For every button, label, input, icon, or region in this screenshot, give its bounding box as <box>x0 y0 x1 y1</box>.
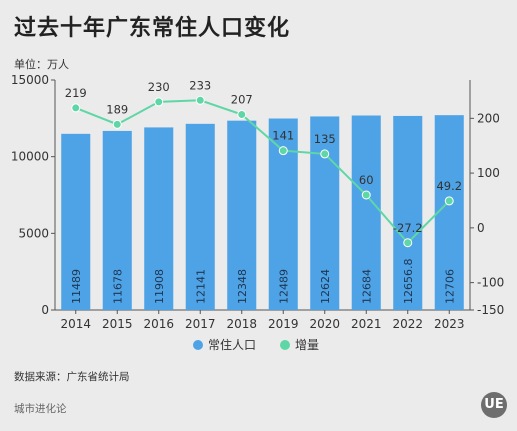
y-right-tick-label: 100 <box>477 166 500 180</box>
point-value-label: 207 <box>231 93 253 107</box>
y-left-tick-label: 0 <box>41 303 49 317</box>
bar-value-label: 12489 <box>277 269 290 304</box>
bar-value-label: 12141 <box>194 269 207 304</box>
x-tick-label: 2018 <box>226 317 257 331</box>
bar-value-label: 12656.8 <box>402 259 415 305</box>
bar-population <box>144 127 174 310</box>
unit-label: 单位：万人 <box>14 58 69 71</box>
point-increment <box>320 149 330 159</box>
point-value-label: 141 <box>272 129 294 143</box>
x-tick-label: 2015 <box>102 317 133 331</box>
y-left-tick-label: 5000 <box>18 226 49 240</box>
y-right-tick-label: -100 <box>477 276 504 290</box>
x-tick-label: 2022 <box>392 317 423 331</box>
y-right-tick-label: 0 <box>477 221 485 235</box>
bar-population <box>351 115 381 311</box>
x-tick-label: 2016 <box>143 317 174 331</box>
point-value-label: 49.2 <box>436 179 462 193</box>
legend-label-increment: 增量 <box>295 338 320 352</box>
bar-population <box>393 115 423 310</box>
point-increment <box>237 110 247 119</box>
brand-name: 城市进化论 <box>14 403 67 415</box>
x-tick-label: 2020 <box>309 317 340 331</box>
y-right-tick-label: 200 <box>477 111 500 125</box>
point-value-label: -27.2 <box>393 221 423 235</box>
point-increment <box>444 196 454 206</box>
y-left-tick-label: 15000 <box>11 73 49 87</box>
point-increment <box>112 119 122 129</box>
bar-population <box>61 133 91 310</box>
legend-swatch-increment <box>280 339 290 350</box>
point-value-label: 135 <box>314 132 336 146</box>
point-value-label: 189 <box>106 102 128 116</box>
point-increment <box>154 97 164 107</box>
x-tick-label: 2023 <box>434 317 465 331</box>
source-note: 数据来源：广东省统计局 <box>14 371 130 383</box>
x-tick-label: 2017 <box>185 317 216 331</box>
point-value-label: 230 <box>148 80 170 94</box>
point-increment <box>361 190 371 200</box>
y-left-tick-label: 10000 <box>11 150 49 164</box>
bar-value-label: 12706 <box>443 269 456 304</box>
bar-value-label: 11489 <box>70 269 83 304</box>
legend-swatch-population <box>193 339 203 350</box>
point-increment <box>71 103 81 113</box>
point-increment <box>195 95 205 105</box>
point-increment <box>403 238 413 248</box>
point-value-label: 219 <box>65 86 87 100</box>
chart-title: 过去十年广东常住人口变化 <box>14 16 291 41</box>
bar-population <box>227 120 257 310</box>
point-value-label: 233 <box>189 78 211 92</box>
point-value-label: 60 <box>359 173 374 187</box>
bar-population <box>102 130 132 310</box>
bar-population <box>434 115 464 310</box>
legend-item-population: 常住人口 <box>193 336 256 353</box>
line-increment <box>75 99 450 245</box>
bar-population <box>310 116 340 310</box>
bar-value-label: 12624 <box>319 269 332 304</box>
bar-value-label: 11908 <box>153 269 166 304</box>
bar-population <box>185 123 215 310</box>
bar-value-label: 11678 <box>111 269 124 304</box>
bar-value-label: 12348 <box>236 269 249 304</box>
brand-logo: UE <box>481 392 507 418</box>
point-increment <box>278 146 288 156</box>
x-tick-label: 2021 <box>351 317 382 331</box>
x-tick-label: 2014 <box>60 317 91 331</box>
x-tick-label: 2019 <box>268 317 299 331</box>
bar-value-label: 12684 <box>360 269 373 304</box>
legend-label-population: 常住人口 <box>208 338 257 352</box>
y-right-tick-label: -150 <box>477 303 504 317</box>
legend-item-increment: 增量 <box>280 336 319 353</box>
